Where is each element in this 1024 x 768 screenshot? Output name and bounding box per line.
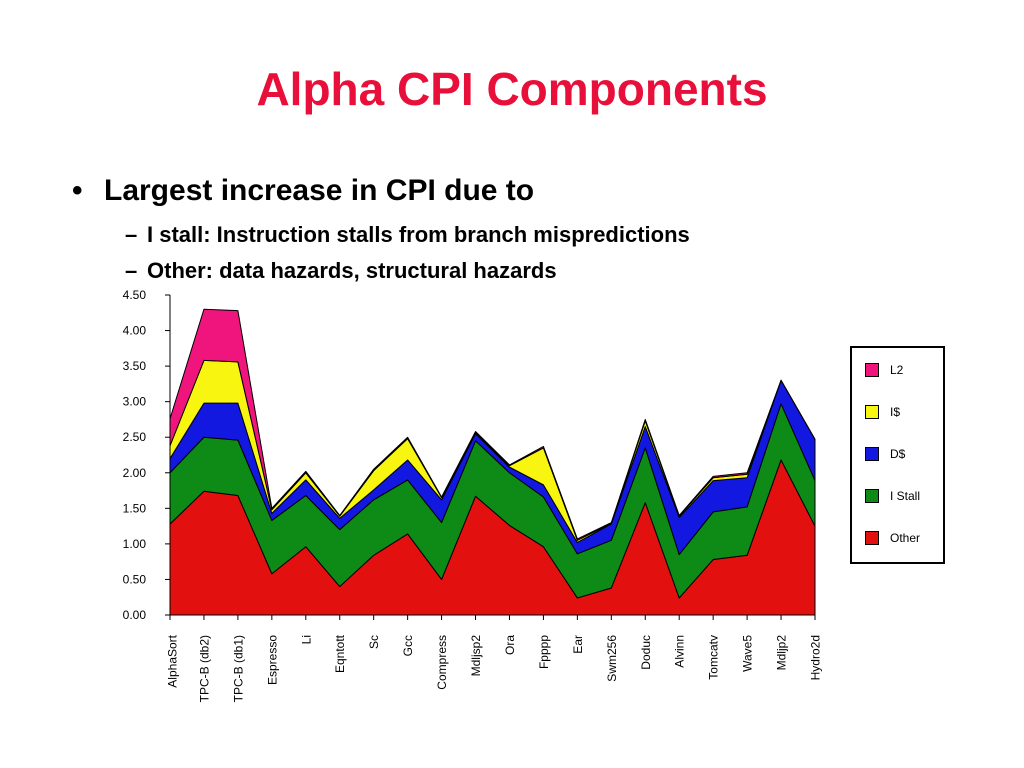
y-tick-label: 1.00 <box>123 537 147 551</box>
x-tick-label: Gcc <box>401 635 415 656</box>
slide-title: Alpha CPI Components <box>256 63 768 115</box>
legend-label-other: Other <box>890 531 921 545</box>
x-tick-label: Ora <box>503 635 517 655</box>
x-tick-label: Mdljsp2 <box>469 635 483 677</box>
legend-label-icache: I$ <box>890 405 901 419</box>
legend-label-istall: I Stall <box>890 489 921 503</box>
y-tick-label: 3.00 <box>123 395 147 409</box>
y-tick-label: 0.50 <box>123 572 147 586</box>
x-tick-label: Sc <box>367 635 381 649</box>
sub-bullet-other: – Other: data hazards, structural hazards <box>125 258 557 284</box>
main-bullet: • Largest increase in CPI due to <box>72 174 534 208</box>
y-tick-label: 2.00 <box>123 466 147 480</box>
sub-bullet-marker: – <box>125 222 138 247</box>
x-tick-label: Tomcatv <box>707 635 721 680</box>
legend-swatch-icache <box>865 405 879 419</box>
legend-item-l2: L2 <box>865 362 903 378</box>
legend-swatch-istall <box>865 489 879 503</box>
legend-swatch-l2 <box>865 363 879 377</box>
sub-bullet-text: I stall: Instruction stalls from branch … <box>147 222 690 247</box>
sub-bullet-istall: – I stall: Instruction stalls from branch… <box>125 222 690 248</box>
x-tick-label: Espresso <box>265 635 279 685</box>
legend-item-istall: I Stall <box>865 488 920 504</box>
y-tick-label: 4.00 <box>123 324 147 338</box>
x-tick-label: Alvinn <box>673 635 687 668</box>
sub-bullet-text: Other: data hazards, structural hazards <box>147 258 557 283</box>
chart-axes: 0.00 0.50 1.00 1.50 2.00 2.50 3.00 3.50 4.00 4.50… <box>123 288 823 702</box>
legend-label-dcache: D$ <box>890 447 906 461</box>
y-tick-label: 4.50 <box>123 288 147 302</box>
x-tick-label: Mdljp2 <box>775 635 789 671</box>
legend-label-l2: L2 <box>890 363 904 377</box>
x-tick-label: Doduc <box>639 635 653 670</box>
sub-bullet-marker: – <box>125 258 138 283</box>
x-tick-label: Li <box>299 635 313 644</box>
x-tick-label: Fpppp <box>537 635 551 669</box>
y-tick-label: 1.50 <box>123 501 147 515</box>
legend-item-icache: I$ <box>865 404 900 420</box>
legend-item-dcache: D$ <box>865 446 905 462</box>
legend-item-other: Other <box>865 530 920 546</box>
y-tick-label: 0.00 <box>123 608 147 622</box>
main-bullet-text: Largest increase in CPI due to <box>104 174 535 207</box>
x-tick-label: Wave5 <box>741 635 755 672</box>
x-tick-label: AlphaSort <box>166 634 180 687</box>
bullet-marker: • <box>72 174 83 207</box>
x-tick-label: TPC-B (db1) <box>231 635 245 702</box>
x-tick-label: Hydro2d <box>809 635 823 680</box>
y-tick-label: 2.50 <box>123 430 147 444</box>
area-l2 <box>169 308 816 541</box>
x-tick-label: TPC-B (db2) <box>197 635 211 702</box>
x-tick-label: Ear <box>571 635 585 654</box>
x-tick-label: Swm256 <box>605 635 619 682</box>
x-tick-label: Compress <box>435 635 449 690</box>
area-layers <box>169 308 816 616</box>
legend-swatch-other <box>865 531 879 545</box>
legend-swatch-dcache <box>865 447 879 461</box>
chart-legend: L2 I$ D$ I Stall Other <box>850 346 945 564</box>
y-tick-label: 3.50 <box>123 359 147 373</box>
x-tick-label: Eqntott <box>333 634 347 673</box>
